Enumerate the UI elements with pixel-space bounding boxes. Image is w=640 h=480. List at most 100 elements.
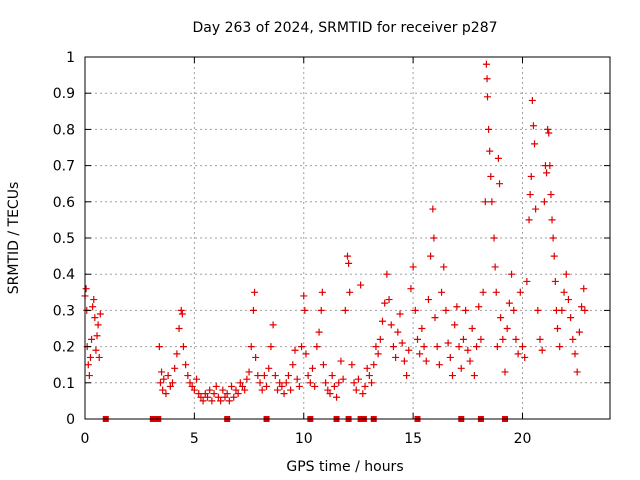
data-point [571, 350, 579, 358]
data-point [190, 386, 198, 394]
chart-title: Day 263 of 2024, SRMTID for receiver p28… [192, 20, 497, 36]
data-point [551, 277, 559, 285]
data-point [230, 393, 238, 401]
y-tick-label: 0.5 [53, 231, 75, 247]
data-point [492, 288, 500, 296]
data-point [482, 60, 490, 68]
data-point [503, 325, 511, 332]
data-point [376, 335, 384, 343]
data-point [381, 299, 389, 307]
data-point [291, 346, 299, 354]
data-point [462, 306, 470, 314]
y-tick-label: 0.6 [53, 195, 75, 211]
data-point [398, 339, 406, 347]
data-point [546, 162, 554, 170]
data-point [223, 390, 231, 398]
data-point [217, 397, 225, 405]
data-point [405, 346, 413, 354]
data-point [431, 314, 439, 322]
data-point [385, 296, 393, 304]
data-point [400, 357, 408, 365]
data-point [354, 375, 362, 383]
data-point [309, 364, 316, 372]
data-point [433, 343, 441, 351]
data-point [251, 288, 259, 296]
data-point [394, 328, 402, 336]
data-point [171, 364, 179, 372]
data-point [158, 368, 166, 376]
data-point [581, 306, 589, 314]
data-point [564, 296, 572, 304]
data-point [160, 375, 168, 383]
data-point [311, 382, 319, 390]
axis-ticks: 00.10.20.30.40.50.60.70.80.910 5 10 15 20 [53, 50, 610, 447]
data-point [201, 390, 209, 398]
data-point [536, 335, 544, 343]
data-point [379, 317, 386, 325]
data-point [470, 372, 478, 380]
data-point [155, 343, 163, 351]
data-point [346, 288, 354, 296]
data-point [374, 350, 382, 358]
data-point [156, 379, 164, 387]
data-point [302, 350, 310, 358]
data-point [521, 353, 529, 361]
data-point [560, 288, 568, 296]
data-point [345, 259, 353, 267]
data-point [86, 353, 94, 361]
data-point [567, 314, 575, 322]
grid-lines [85, 57, 610, 419]
data-point [193, 375, 201, 383]
data-point [159, 386, 167, 394]
data-point [182, 361, 190, 369]
data-point [298, 343, 306, 351]
data-point [427, 252, 435, 260]
data-point [177, 306, 185, 314]
data-point [304, 372, 312, 380]
data-point [221, 393, 229, 401]
data-point [435, 361, 443, 369]
y-axis-label: SRMTID / TECUs [6, 182, 22, 295]
data-point [493, 343, 501, 351]
data-point [179, 343, 187, 351]
data-point [573, 368, 581, 376]
data-point [464, 346, 472, 354]
data-point [442, 306, 450, 314]
data-point [162, 390, 170, 398]
data-point [287, 386, 295, 394]
data-point [186, 379, 194, 387]
data-point [457, 364, 465, 372]
data-point [451, 321, 459, 329]
data-point [558, 306, 566, 314]
data-point [318, 288, 326, 296]
data-point [91, 314, 99, 322]
data-point [548, 216, 556, 224]
data-point [197, 393, 205, 401]
data-point [532, 205, 540, 213]
data-point [485, 125, 493, 133]
data-point [92, 346, 100, 354]
data-point [424, 296, 432, 304]
data-point [407, 285, 415, 293]
data-point [455, 343, 463, 351]
data-point [479, 288, 487, 296]
data-point [301, 306, 309, 314]
x-tick-label: 15 [404, 431, 422, 447]
data-point [409, 263, 417, 271]
data-point [267, 343, 275, 351]
data-point [459, 335, 467, 343]
data-point [269, 321, 277, 329]
data-point [256, 379, 264, 387]
y-tick-label: 0.3 [53, 303, 75, 319]
y-tick-label: 0 [66, 412, 75, 428]
data-point [547, 191, 555, 199]
data-point [389, 343, 397, 351]
data-point [243, 375, 251, 383]
data-point [295, 382, 303, 390]
data-point [477, 335, 485, 343]
data-point [359, 390, 367, 398]
data-point [178, 310, 186, 318]
data-point [357, 281, 365, 289]
data-point [322, 379, 330, 387]
